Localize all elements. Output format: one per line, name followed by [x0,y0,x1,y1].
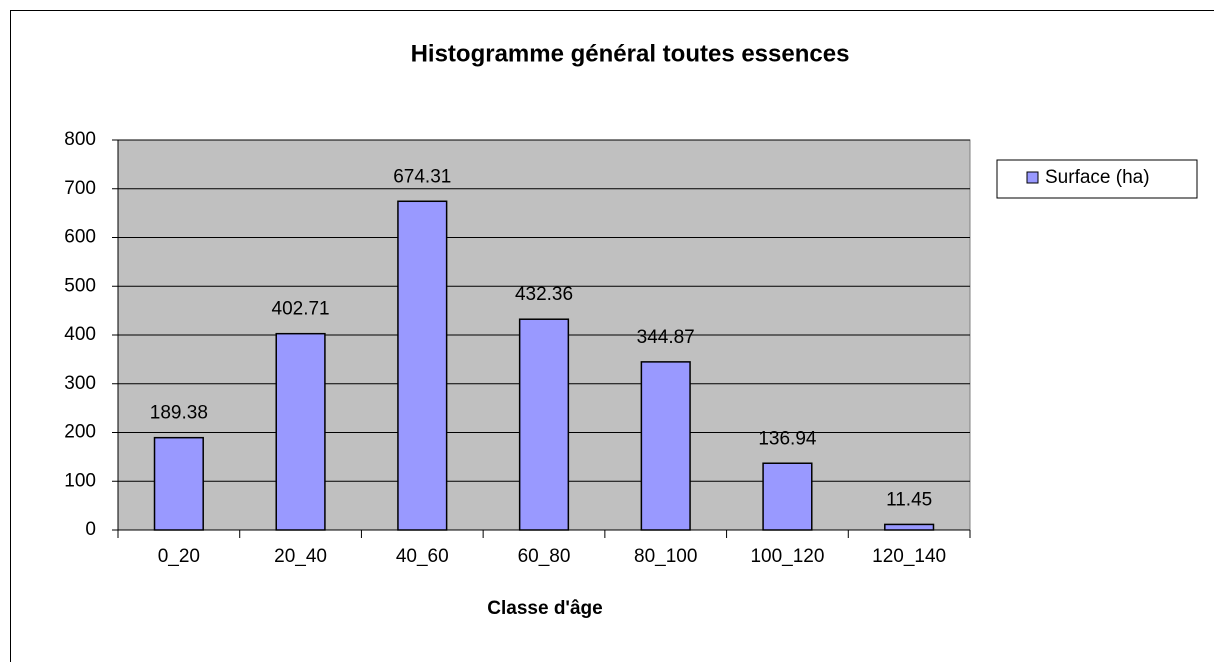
y-tick-label: 200 [64,422,96,443]
y-tick-label: 600 [64,227,96,248]
legend-label: Surface (ha) [1045,167,1150,188]
legend-swatch [1026,171,1039,184]
data-label: 402.71 [272,299,330,320]
bar [397,200,448,531]
y-tick-label: 400 [64,324,96,345]
y-tick-label: 500 [64,275,96,296]
bar [518,318,570,531]
data-label: 189.38 [150,403,208,424]
data-label: 432.36 [515,284,573,305]
bar [640,361,691,531]
x-tick-label: 0_20 [158,546,200,567]
x-tick-label: 100_120 [750,546,824,567]
x-tick-label: 60_80 [518,546,571,567]
x-tick-label: 80_100 [634,546,697,567]
bar [153,436,204,531]
y-tick-label: 100 [64,470,96,491]
x-tick-label: 120_140 [872,546,946,567]
bar [762,462,813,531]
data-label: 344.87 [637,327,695,348]
chart-title: Histogramme général toutes essences [411,40,850,67]
y-tick-label: 800 [64,129,96,150]
bar [884,523,935,531]
x-tick-label: 40_60 [396,546,449,567]
data-label: 674.31 [393,166,451,187]
y-tick-label: 300 [64,373,96,394]
y-tick-label: 0 [85,519,96,540]
data-label: 11.45 [886,489,932,510]
bar [275,332,326,531]
data-label: 136.94 [758,428,817,449]
y-tick-label: 700 [64,178,96,199]
x-axis-label: Classe d'âge [487,598,602,619]
x-tick-label: 20_40 [274,546,327,567]
